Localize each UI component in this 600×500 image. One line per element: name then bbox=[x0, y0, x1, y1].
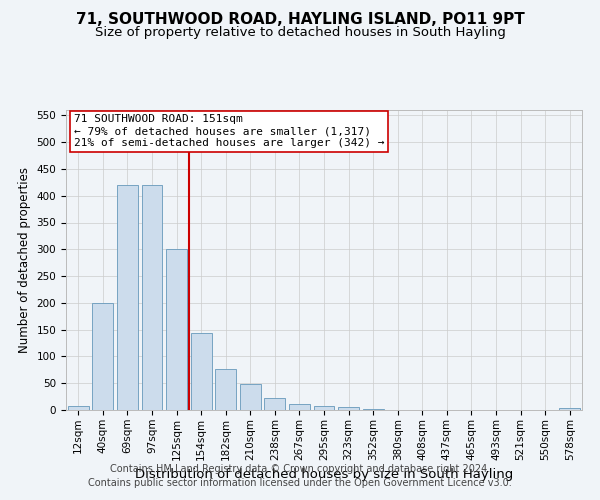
Y-axis label: Number of detached properties: Number of detached properties bbox=[18, 167, 31, 353]
Bar bbox=[215, 369, 236, 410]
X-axis label: Distribution of detached houses by size in South Hayling: Distribution of detached houses by size … bbox=[135, 468, 513, 481]
Bar bbox=[314, 406, 334, 410]
Bar bbox=[166, 250, 187, 410]
Text: Size of property relative to detached houses in South Hayling: Size of property relative to detached ho… bbox=[95, 26, 505, 39]
Bar bbox=[289, 404, 310, 410]
Bar bbox=[117, 185, 138, 410]
Bar bbox=[240, 384, 261, 410]
Bar bbox=[92, 303, 113, 410]
Bar bbox=[559, 408, 580, 410]
Text: Contains HM Land Registry data © Crown copyright and database right 2024.
Contai: Contains HM Land Registry data © Crown c… bbox=[88, 464, 512, 487]
Bar bbox=[191, 334, 212, 410]
Bar bbox=[265, 398, 286, 410]
Bar bbox=[338, 407, 359, 410]
Bar bbox=[362, 409, 383, 410]
Text: 71, SOUTHWOOD ROAD, HAYLING ISLAND, PO11 9PT: 71, SOUTHWOOD ROAD, HAYLING ISLAND, PO11… bbox=[76, 12, 524, 28]
Bar bbox=[68, 406, 89, 410]
Bar bbox=[142, 185, 163, 410]
Text: 71 SOUTHWOOD ROAD: 151sqm
← 79% of detached houses are smaller (1,317)
21% of se: 71 SOUTHWOOD ROAD: 151sqm ← 79% of detac… bbox=[74, 114, 384, 148]
